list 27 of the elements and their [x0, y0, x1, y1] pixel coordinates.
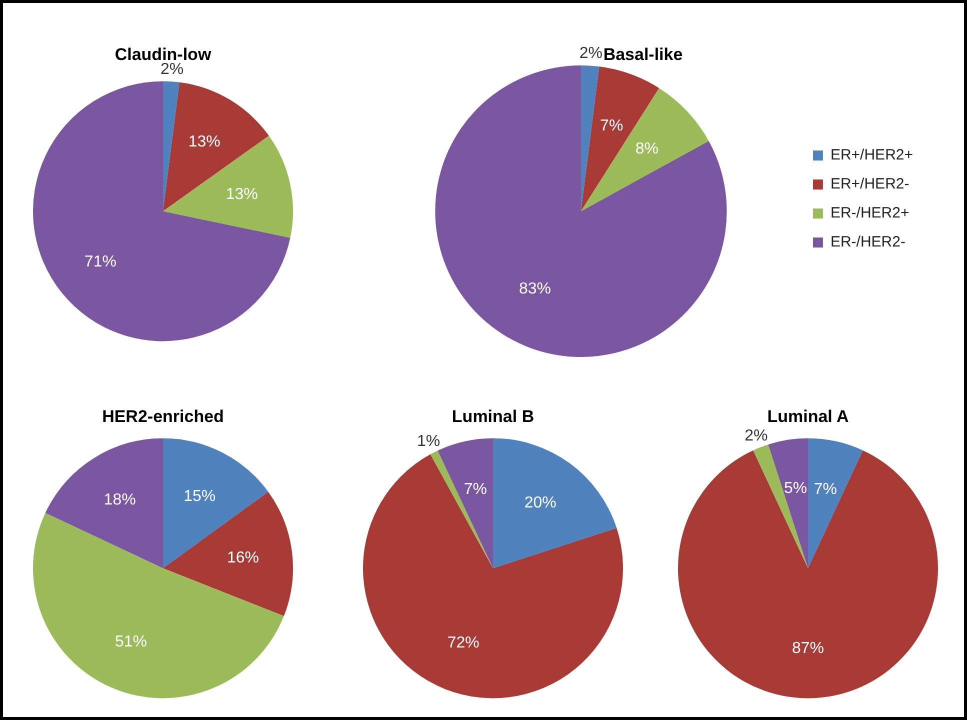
data-label: 5%: [784, 480, 808, 497]
data-label: 83%: [518, 280, 551, 298]
data-label: 2%: [579, 45, 602, 62]
data-label: 20%: [524, 494, 556, 512]
data-label: 51%: [114, 634, 148, 651]
data-label: 13%: [188, 133, 220, 150]
data-label: 1%: [416, 433, 440, 450]
legend-label: ER-/HER2+: [830, 204, 910, 222]
data-label: 87%: [792, 640, 824, 658]
data-label: 71%: [84, 253, 116, 270]
data-label: 2%: [744, 427, 768, 444]
data-label: 18%: [104, 492, 136, 509]
data-label: 13%: [226, 186, 258, 204]
data-label: 7%: [600, 118, 624, 135]
data-label: 15%: [184, 488, 216, 505]
legend-label: ER+/HER2-: [830, 176, 910, 193]
chart-title: HER2-enriched: [102, 406, 224, 426]
data-label: 16%: [226, 550, 259, 567]
chart-title: Luminal A: [767, 406, 849, 426]
data-label: 8%: [635, 140, 658, 158]
chart-title: Luminal B: [452, 406, 534, 426]
legend-label: ER+/HER2+: [830, 146, 914, 164]
data-label: 72%: [447, 634, 480, 652]
legend-label: ER-/HER2-: [830, 234, 906, 251]
data-label: 7%: [814, 480, 837, 498]
data-label: 7%: [464, 480, 487, 498]
chart-title: Basal-like: [603, 44, 683, 64]
